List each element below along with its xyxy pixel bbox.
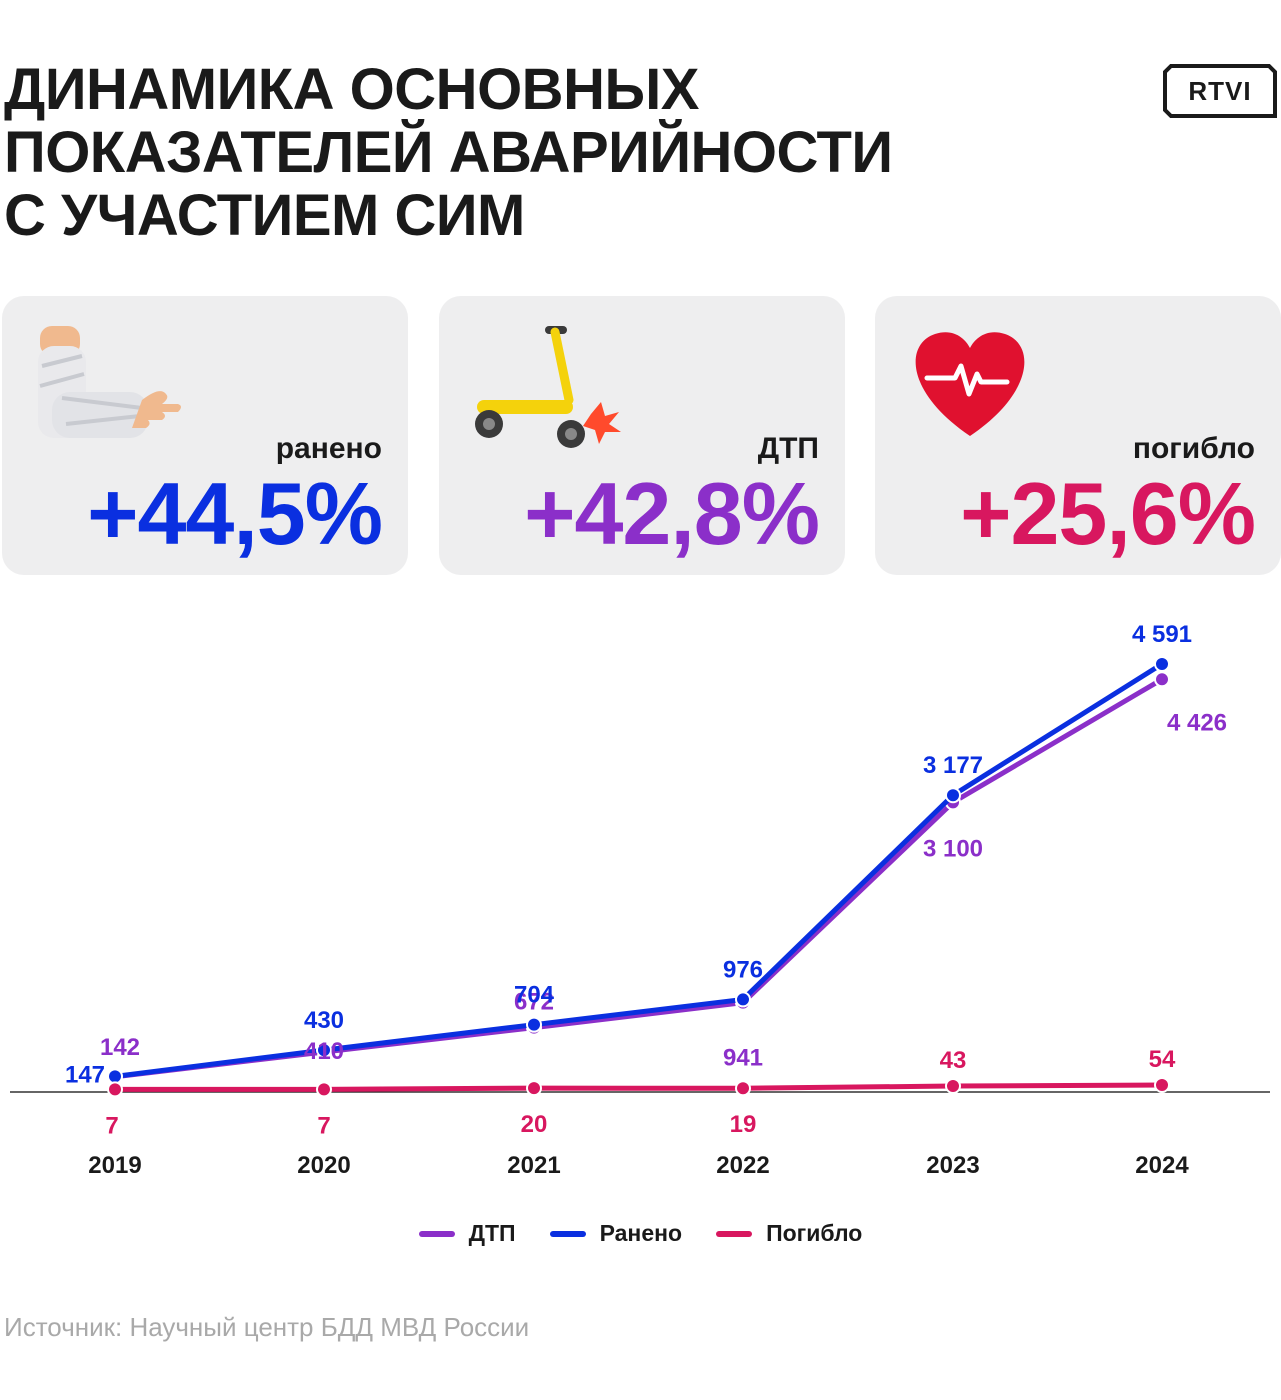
data-label-accidents: 3 100 [923, 835, 983, 862]
chart-title: ДИНАМИКА ОСНОВНЫХ ПОКАЗАТЕЛЕЙ АВАРИЙНОСТ… [4, 58, 1004, 247]
data-point-injured [316, 1042, 332, 1059]
legend-item-accidents: ДТП [418, 1220, 516, 1247]
logo-text: RTVI [1188, 75, 1252, 106]
data-point-killed [735, 1080, 751, 1097]
data-point-killed [107, 1081, 123, 1098]
legend-label: Погибло [766, 1220, 863, 1246]
data-label-accidents: 142 [100, 1034, 140, 1061]
data-point-injured [735, 991, 751, 1008]
data-label-injured: 147 [65, 1061, 105, 1088]
data-label-accidents: 672 [514, 989, 554, 1016]
data-label-injured: 976 [723, 956, 763, 983]
data-label-injured: 704 [514, 982, 555, 1009]
data-label-killed: 20 [521, 1111, 548, 1138]
chart-legend: ДТП Ранено Погибло [0, 1220, 1281, 1247]
legend-item-killed: Погибло [716, 1220, 862, 1247]
data-label-killed: 54 [1149, 1046, 1176, 1073]
data-label-injured: 4 591 [1132, 621, 1192, 648]
card-value: +44,5% [87, 464, 383, 563]
title-line-2: ПОКАЗАТЕЛЕЙ АВАРИЙНОСТИ [4, 120, 893, 185]
card-label: погибло [1132, 432, 1255, 465]
legend-item-injured: Ранено [549, 1220, 683, 1247]
data-point-killed [526, 1080, 542, 1097]
data-label-accidents: 410 [304, 1038, 344, 1065]
data-label-injured: 430 [304, 1007, 344, 1034]
x-tick-label: 2023 [926, 1152, 979, 1179]
stat-card-killed: погибло +25,6% [875, 296, 1281, 575]
x-tick-label: 2024 [1135, 1152, 1189, 1179]
data-label-accidents: 4 426 [1167, 709, 1227, 736]
legend-swatch [418, 1230, 455, 1237]
data-point-injured [945, 787, 961, 804]
card-value: +25,6% [960, 464, 1256, 563]
source-note: Источник: Научный центр БДД МВД России [4, 1312, 530, 1342]
legend-swatch [549, 1230, 586, 1237]
stat-card-injured: ранено +44,5% [2, 296, 408, 575]
title-line-3: С УЧАСТИЕМ СИМ [4, 183, 525, 248]
x-tick-label: 2021 [507, 1152, 560, 1179]
legend-swatch [716, 1230, 753, 1237]
card-label: ранено [275, 432, 382, 465]
line-chart: 142 410 672 941 3 100 4 426 147 430 704 976 3 177 4… [10, 621, 1270, 1179]
x-tick-label: 2020 [297, 1152, 350, 1179]
data-label-killed: 19 [730, 1111, 757, 1138]
data-label-killed: 7 [317, 1112, 330, 1139]
card-value: +42,8% [524, 464, 820, 563]
data-point-injured [1154, 656, 1170, 672]
data-label-accidents: 941 [723, 1045, 763, 1072]
series-line-accidents [112, 676, 1165, 1080]
data-point-killed [316, 1081, 332, 1098]
data-label-killed: 43 [940, 1047, 967, 1074]
data-point-killed [1154, 1076, 1170, 1093]
x-tick-label: 2022 [716, 1152, 769, 1179]
data-label-injured: 3 177 [923, 752, 983, 779]
card-label: ДТП [757, 432, 819, 465]
legend-label: ДТП [468, 1220, 516, 1246]
scooter-crash-icon [459, 316, 639, 461]
data-point-killed [945, 1078, 961, 1095]
data-label-killed: 7 [105, 1112, 118, 1139]
data-point-injured [107, 1068, 123, 1085]
x-tick-label: 2019 [88, 1152, 141, 1179]
series-line-injured [112, 661, 1165, 1079]
series-line-killed [112, 1082, 1165, 1092]
data-point-accidents [1154, 671, 1170, 688]
title-line-1: ДИНАМИКА ОСНОВНЫХ [4, 57, 699, 122]
bandaged-arm-icon [22, 316, 182, 451]
legend-label: Ранено [599, 1220, 683, 1246]
data-point-injured [526, 1016, 542, 1033]
heart-pulse-icon [895, 316, 1045, 451]
rtvi-logo: RTVI [1161, 62, 1279, 120]
stat-card-accidents: ДТП +42,8% [439, 296, 845, 575]
